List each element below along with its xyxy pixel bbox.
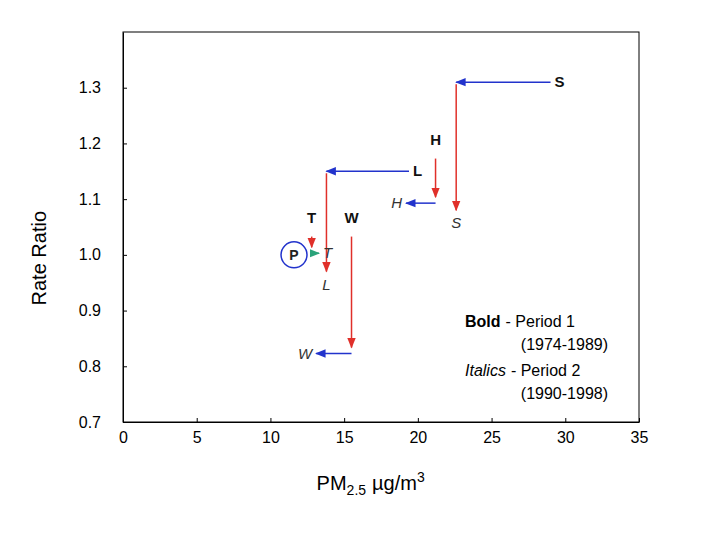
x-tick-mark (270, 418, 271, 422)
x-tick-mark (639, 418, 640, 422)
x-tick-label: 35 (631, 429, 649, 446)
note: (1974-1989) (521, 336, 608, 353)
x-tick: 20 (409, 418, 427, 446)
note-part: Bold (465, 313, 501, 330)
period1-label: L (413, 162, 422, 179)
rate-change-arrow (455, 84, 457, 210)
y-tick: 0.9 (79, 302, 127, 319)
plot-frame (123, 32, 639, 422)
x-tick-mark (492, 418, 493, 422)
x-tick: 35 (631, 418, 649, 446)
y-tick-mark (123, 143, 127, 144)
rate-change-arrow (311, 237, 313, 248)
chart: 051015202530350.70.80.91.01.11.21.3SSHHL… (0, 0, 720, 540)
y-tick-label: 1.2 (79, 135, 101, 152)
x-tick-mark (565, 418, 566, 422)
y-axis-line (123, 33, 124, 423)
period1-label: T (307, 209, 316, 226)
x-axis-title: PM2.5 µg/m3 (317, 469, 425, 498)
x-axis-line (124, 422, 640, 423)
x-tick-label: 10 (262, 429, 280, 446)
y-tick-mark (123, 255, 127, 256)
rate-change-arrow (435, 159, 437, 198)
y-tick: 1.2 (79, 135, 127, 152)
y-tick-label: 1.1 (79, 191, 101, 208)
x-axis-title-part: µg/m (372, 472, 417, 494)
period2-label: H (391, 194, 402, 211)
y-tick-mark (123, 88, 127, 89)
city-label: P (289, 247, 298, 263)
period2-label: T (323, 244, 334, 261)
x-tick: 10 (262, 418, 280, 446)
x-tick-label: 30 (557, 429, 575, 446)
period1-label: H (430, 131, 441, 148)
pm-change-arrow (312, 253, 319, 255)
x-tick-label: 15 (336, 429, 354, 446)
period1-label: S (555, 73, 565, 90)
pm-change-arrow (456, 81, 550, 83)
x-tick-label: 25 (483, 429, 501, 446)
period2-label: W (298, 345, 314, 362)
y-tick: 1.1 (79, 191, 127, 208)
x-axis: 0 5 10 15 20 25 30 35 (119, 418, 648, 446)
rate-change-arrow (351, 237, 353, 348)
x-tick-mark (344, 418, 345, 422)
x-tick-label: 5 (193, 429, 202, 446)
x-tick-label: 20 (409, 429, 427, 446)
x-tick: 15 (336, 418, 354, 446)
note-part: - Period 2 (511, 362, 580, 379)
x-tick-mark (197, 418, 198, 422)
x-tick: 0 (119, 418, 128, 446)
y-tick-label: 1.0 (79, 246, 101, 263)
y-tick-mark (123, 366, 127, 367)
x-axis-title-part: 3 (417, 469, 425, 485)
pm-change-arrow (326, 171, 409, 173)
y-tick-label: 0.8 (79, 358, 101, 375)
pm-change-arrow (316, 353, 351, 355)
reference-circle (281, 242, 307, 268)
y-tick-label: 0.7 (79, 414, 101, 431)
plot: 051015202530350.70.80.91.01.11.21.3SSHHL… (79, 32, 649, 446)
x-tick: 25 (483, 418, 501, 446)
note-part: Italics (465, 362, 506, 379)
note: Bold - Period 1 (465, 313, 575, 330)
note-part: - Period 1 (506, 313, 575, 330)
period2-label: L (322, 276, 330, 293)
y-axis: 0.7 0.8 0.9 1.0 1.1 1.2 1.3 (79, 33, 127, 431)
y-axis-title: Rate Ratio (28, 211, 50, 306)
x-tick-label: 0 (119, 429, 128, 446)
x-axis-title-part: 2.5 (347, 482, 367, 498)
x-tick-mark (418, 418, 419, 422)
y-tick: 0.7 (79, 414, 127, 431)
y-tick: 0.8 (79, 358, 127, 375)
y-tick-label: 1.3 (79, 79, 101, 96)
pm-change-arrow (406, 202, 435, 204)
y-tick-mark (123, 422, 127, 423)
note: Italics - Period 2 (465, 362, 580, 379)
period1-label: W (344, 209, 359, 226)
y-tick-label: 0.9 (79, 302, 101, 319)
period2-label: S (451, 214, 461, 231)
note: (1990-1998) (521, 385, 608, 402)
x-tick: 5 (193, 418, 202, 446)
y-tick-mark (123, 311, 127, 312)
y-tick-mark (123, 199, 127, 200)
y-tick: 1.0 (79, 246, 127, 263)
x-tick: 30 (557, 418, 575, 446)
y-tick: 1.3 (79, 79, 127, 96)
x-axis-title-part: PM (317, 472, 347, 494)
